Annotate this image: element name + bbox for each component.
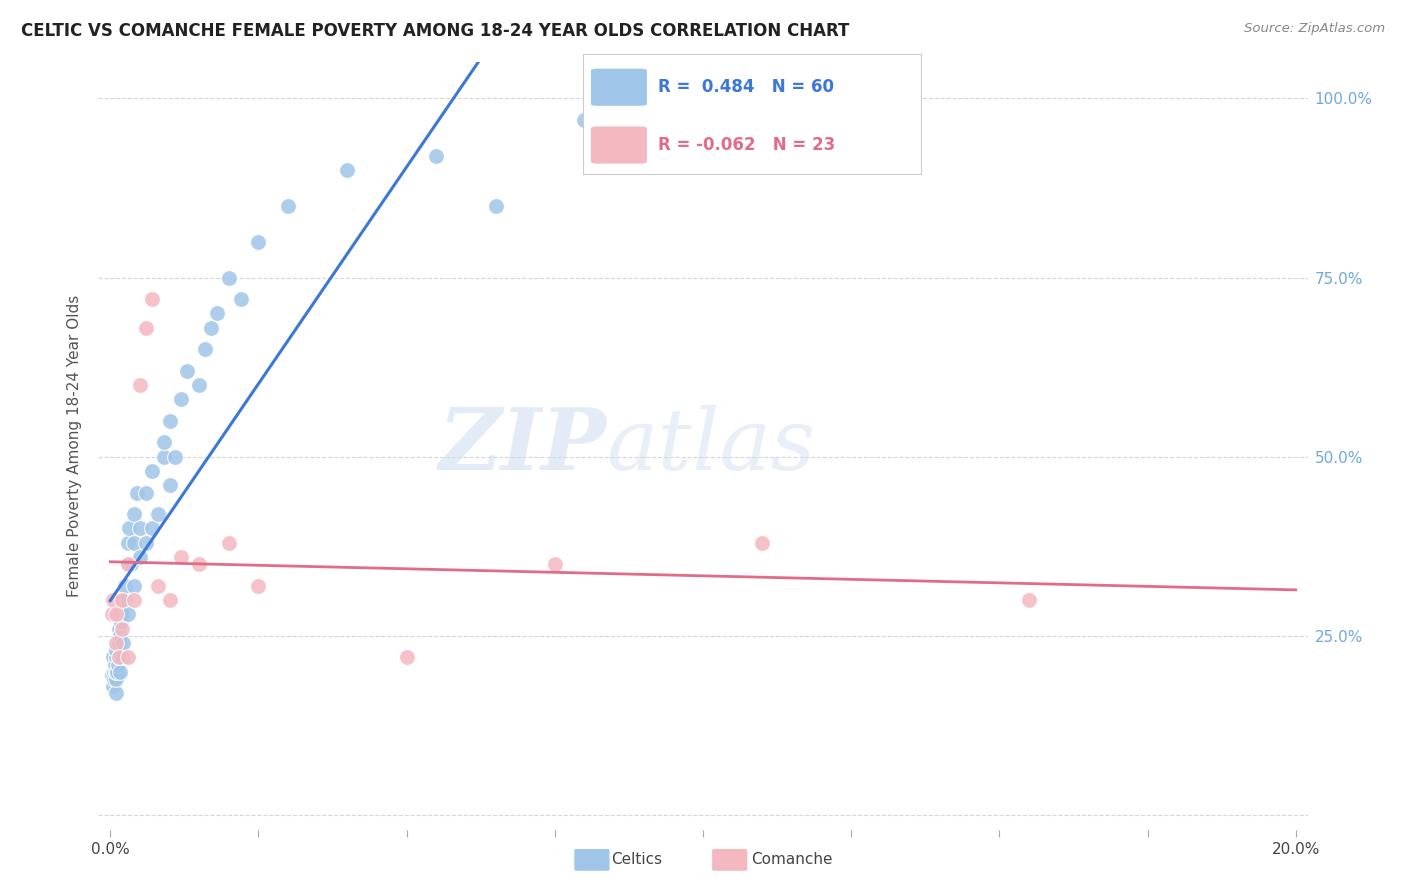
Point: [118, 521, 141, 535]
Point: [247, 579, 270, 593]
Point: [114, 593, 136, 607]
Point: [1018, 593, 1040, 607]
Point: [152, 435, 174, 450]
Point: [170, 392, 193, 407]
Point: [247, 235, 270, 249]
Y-axis label: Female Poverty Among 18-24 Year Olds: Female Poverty Among 18-24 Year Olds: [67, 295, 83, 597]
Point: [117, 558, 139, 572]
Point: [200, 320, 222, 334]
Point: [146, 507, 169, 521]
FancyBboxPatch shape: [591, 68, 648, 106]
Point: [194, 342, 217, 356]
Point: [135, 320, 157, 334]
Point: [170, 550, 193, 565]
Point: [105, 665, 128, 679]
Text: atlas: atlas: [606, 405, 815, 487]
Text: ZIP: ZIP: [439, 404, 606, 488]
Point: [751, 536, 773, 550]
Point: [141, 521, 163, 535]
Point: [105, 665, 128, 679]
Point: [105, 672, 128, 686]
Point: [103, 665, 125, 679]
Point: [101, 668, 124, 682]
Point: [129, 378, 152, 392]
Point: [188, 378, 211, 392]
Point: [117, 607, 139, 622]
Point: [129, 550, 152, 565]
Point: [122, 579, 145, 593]
Point: [141, 464, 163, 478]
Point: [159, 478, 181, 492]
Point: [117, 650, 139, 665]
Point: [122, 536, 145, 550]
Point: [574, 112, 596, 127]
Point: [103, 593, 125, 607]
Point: [122, 593, 145, 607]
Point: [114, 579, 136, 593]
Point: [111, 607, 134, 622]
Point: [110, 629, 132, 643]
Point: [111, 593, 134, 607]
Point: [544, 558, 567, 572]
Point: [105, 607, 128, 622]
Point: [108, 665, 131, 679]
Point: [108, 622, 131, 636]
Point: [103, 672, 125, 686]
Point: [105, 686, 128, 700]
Text: R = -0.062   N = 23: R = -0.062 N = 23: [658, 136, 835, 154]
Point: [425, 148, 447, 162]
Point: [218, 536, 240, 550]
Point: [159, 593, 181, 607]
Point: [105, 636, 128, 650]
Point: [111, 593, 134, 607]
Point: [108, 636, 131, 650]
Point: [122, 507, 145, 521]
Text: CELTIC VS COMANCHE FEMALE POVERTY AMONG 18-24 YEAR OLDS CORRELATION CHART: CELTIC VS COMANCHE FEMALE POVERTY AMONG …: [21, 22, 849, 40]
Point: [484, 199, 506, 213]
Point: [135, 485, 157, 500]
Point: [188, 558, 211, 572]
Point: [125, 485, 148, 500]
Point: [141, 292, 163, 306]
Point: [105, 650, 128, 665]
Point: [117, 536, 139, 550]
Point: [107, 650, 129, 665]
Point: [105, 643, 128, 657]
Text: Comanche: Comanche: [751, 853, 832, 867]
Point: [108, 650, 131, 665]
Point: [176, 364, 198, 378]
Point: [152, 450, 174, 464]
Point: [107, 657, 129, 672]
Point: [336, 163, 359, 178]
Point: [218, 270, 240, 285]
Point: [112, 636, 135, 650]
Point: [120, 558, 142, 572]
Point: [229, 292, 252, 306]
Point: [101, 607, 124, 622]
Point: [159, 414, 181, 428]
Point: [395, 650, 418, 665]
FancyBboxPatch shape: [591, 126, 648, 164]
Point: [103, 650, 125, 665]
Point: [117, 558, 139, 572]
Point: [111, 650, 134, 665]
Text: R =  0.484   N = 60: R = 0.484 N = 60: [658, 78, 834, 96]
Point: [165, 450, 187, 464]
Text: Celtics: Celtics: [612, 853, 662, 867]
Point: [129, 521, 152, 535]
Point: [277, 199, 299, 213]
Point: [104, 657, 127, 672]
Point: [205, 306, 228, 320]
Point: [111, 622, 134, 636]
Point: [146, 579, 169, 593]
Point: [101, 679, 124, 693]
Point: [110, 615, 132, 629]
Text: Source: ZipAtlas.com: Source: ZipAtlas.com: [1244, 22, 1385, 36]
Point: [135, 536, 157, 550]
